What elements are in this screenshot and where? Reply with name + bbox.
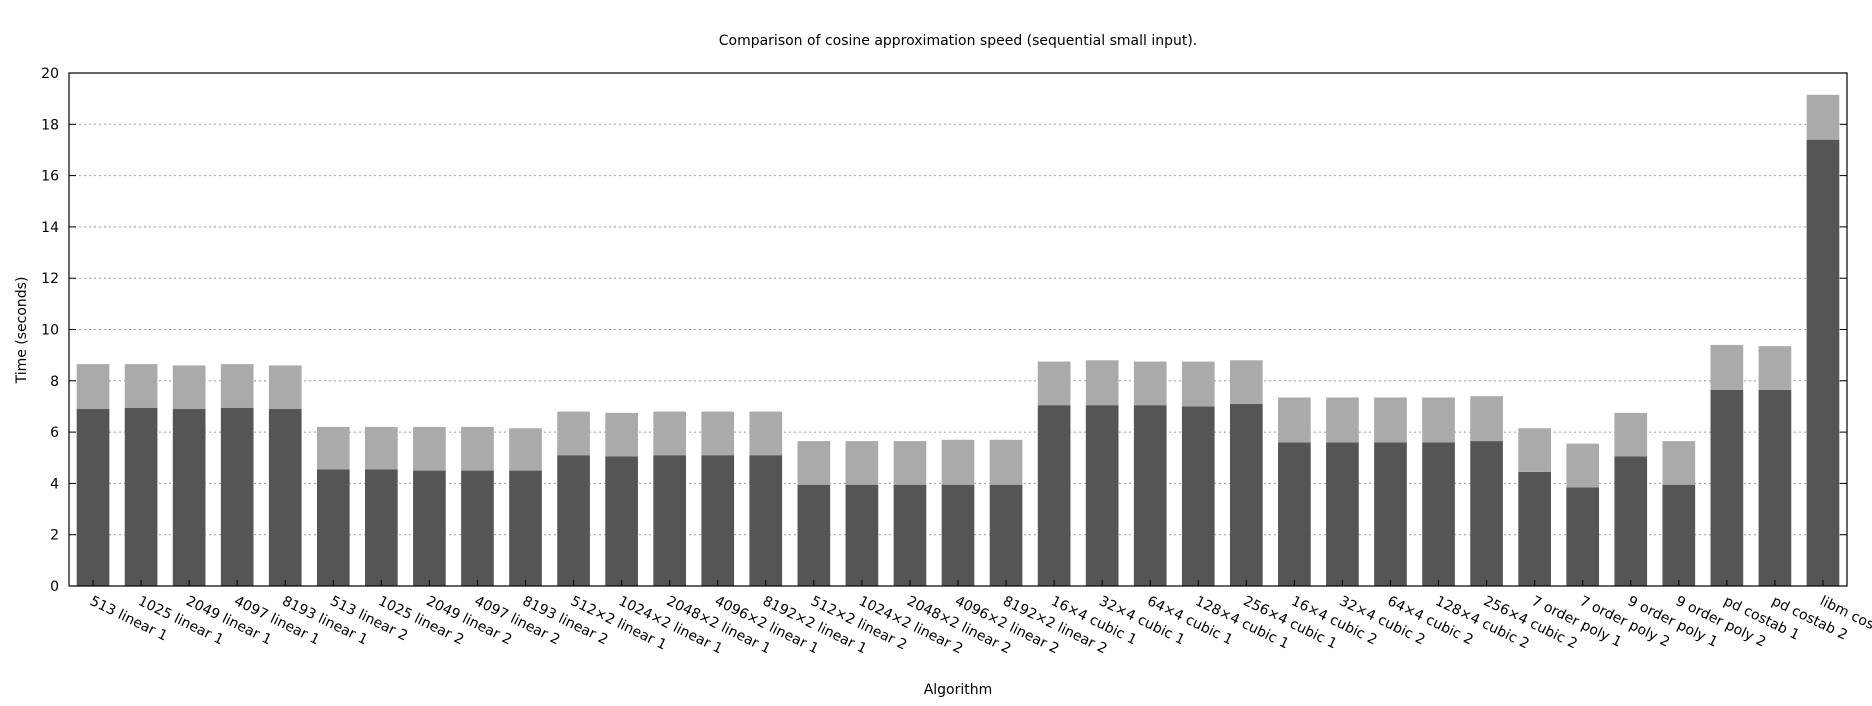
bar-segment-upper xyxy=(605,412,638,457)
bar-segment-lower xyxy=(749,455,783,586)
bar-segment-lower xyxy=(1470,441,1503,586)
bar-segment-lower xyxy=(1662,484,1696,586)
bar-segment-lower xyxy=(509,470,542,586)
bar-segment-upper xyxy=(1085,360,1119,406)
bar-segment-lower xyxy=(316,469,350,586)
y-axis-title: Time (seconds) xyxy=(14,277,30,385)
bar-segment-upper xyxy=(461,426,494,471)
bar-segment-upper xyxy=(172,365,206,410)
bar-segment-upper xyxy=(653,411,687,456)
bar-segment-upper xyxy=(1181,361,1215,407)
bar-segment-upper xyxy=(1710,344,1744,390)
bar-segment-upper xyxy=(1278,397,1311,443)
x-axis-title: Algorithm xyxy=(924,682,993,698)
bar-segment-lower xyxy=(701,455,735,586)
bar-segment-lower xyxy=(1278,442,1311,586)
bar-segment-lower xyxy=(76,409,110,586)
bar-segment-upper xyxy=(1037,361,1071,406)
bar-segment-lower xyxy=(989,484,1023,586)
bar-segment-upper xyxy=(749,411,783,456)
bar-segment-lower xyxy=(1566,487,1600,586)
bar-segment-upper xyxy=(1133,361,1167,406)
y-tick-label: 18 xyxy=(41,117,59,133)
bar-segment-lower xyxy=(845,484,879,586)
y-tick-label: 4 xyxy=(50,476,59,492)
bar-segment-lower xyxy=(1614,456,1648,586)
bar-segment-upper xyxy=(509,428,542,471)
bar-segment-upper xyxy=(1326,397,1359,443)
y-axis-ticks: 0 2 4 6 8 10 12 14 16 18 20 xyxy=(41,66,1847,595)
bar-segment-upper xyxy=(845,441,879,485)
y-tick-label: 14 xyxy=(41,220,59,236)
bar-segment-upper xyxy=(365,426,398,470)
bar-segment-lower xyxy=(1422,442,1455,586)
bar-segment-upper xyxy=(989,439,1023,485)
bar-segment-lower xyxy=(268,409,302,586)
bar-segment-upper xyxy=(1422,397,1455,443)
bar-segment-lower xyxy=(941,484,975,586)
bar-segment-upper xyxy=(1470,396,1503,442)
y-tick-label: 2 xyxy=(50,528,59,544)
bar-segment-lower xyxy=(797,484,831,586)
bar-segment-upper xyxy=(76,364,110,410)
bar-segment-upper xyxy=(124,364,158,408)
y-tick-label: 8 xyxy=(50,374,59,390)
chart-title: Comparison of cosine approximation speed… xyxy=(719,33,1198,49)
bar-segment-lower xyxy=(1133,405,1167,586)
y-tick-label: 16 xyxy=(41,169,59,185)
bar-segment-lower xyxy=(461,470,494,586)
bar-segment-lower xyxy=(1518,471,1551,586)
bar-segment-upper xyxy=(1374,397,1407,443)
bar-segment-lower xyxy=(172,409,206,586)
bar-segment-lower xyxy=(653,455,687,586)
bar-segment-upper xyxy=(1662,441,1696,485)
bar-segment-upper xyxy=(1614,412,1648,457)
bar-segment-lower xyxy=(413,470,446,586)
bar-segment-upper xyxy=(316,426,350,470)
y-tick-label: 12 xyxy=(41,271,59,287)
bar-segment-upper xyxy=(1229,360,1263,404)
bar-segment-upper xyxy=(797,441,831,485)
y-tick-label: 6 xyxy=(50,425,59,441)
bars xyxy=(76,94,1840,586)
bar-segment-upper xyxy=(413,426,446,471)
bar-segment-lower xyxy=(365,469,398,586)
bar-segment-lower xyxy=(1229,403,1263,586)
bar-segment-upper xyxy=(220,364,254,408)
bar-segment-lower xyxy=(1181,406,1215,586)
bar-segment-upper xyxy=(1806,94,1840,140)
bar-segment-upper xyxy=(893,441,927,485)
bar-segment-lower xyxy=(557,455,590,586)
bar-segment-lower xyxy=(1326,442,1359,586)
bar-segment-upper xyxy=(1758,346,1792,390)
bar-segment-lower xyxy=(1710,389,1744,586)
bar-segment-lower xyxy=(124,407,158,586)
y-tick-label: 20 xyxy=(41,66,59,82)
bar-segment-lower xyxy=(220,407,254,586)
y-tick-label: 10 xyxy=(41,323,59,339)
bar-segment-lower xyxy=(1374,442,1407,586)
bar-segment-lower xyxy=(605,456,638,586)
y-tick-label: 0 xyxy=(50,579,59,595)
bar-segment-upper xyxy=(941,439,975,485)
bar-segment-upper xyxy=(1518,428,1551,472)
bar-segment-lower xyxy=(893,484,927,586)
bar-segment-upper xyxy=(268,365,302,410)
bar-segment-lower xyxy=(1758,389,1792,586)
bar-segment-lower xyxy=(1806,139,1840,586)
bar-segment-upper xyxy=(1566,443,1600,488)
bar-segment-upper xyxy=(701,411,735,456)
bar-segment-lower xyxy=(1085,405,1119,586)
bar-segment-upper xyxy=(557,411,590,456)
bar-segment-lower xyxy=(1037,405,1071,586)
